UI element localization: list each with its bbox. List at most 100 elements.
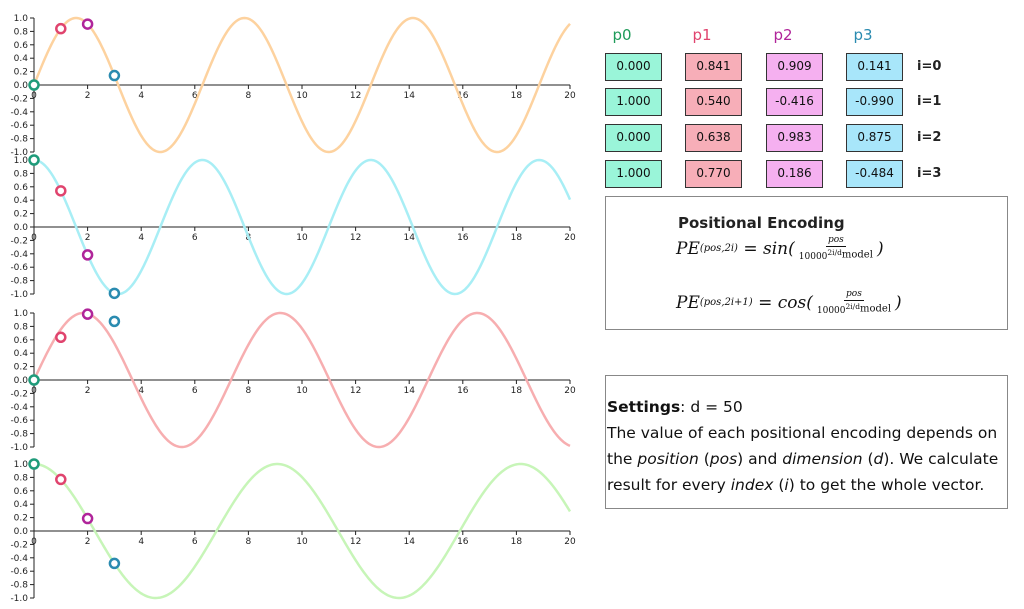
x-tick-label: 14 [403,537,415,547]
x-tick-label: 0 [31,233,37,243]
table-cell: -0.416 [766,88,823,116]
series-line [33,462,572,600]
y-tick-label: -0.2 [10,389,28,399]
table-cell: 0.638 [685,124,742,152]
y-tick-label: -0.2 [10,236,28,246]
y-tick-label: -0.8 [10,430,28,440]
x-tick-label: 16 [457,537,469,547]
table-cell: -0.990 [846,88,903,116]
x-tick-label: 8 [246,91,252,101]
x-tick-label: 8 [246,537,252,547]
table-cell: 0.000 [605,124,662,152]
y-tick-label: -0.4 [10,108,28,118]
header-p2: p2 [773,26,793,44]
settings-text-1: The value of each positional encoding de… [607,424,998,468]
table-cell: 0.770 [685,160,742,188]
y-tick-label: -1.0 [10,443,28,453]
x-tick-label: 4 [138,537,144,547]
series-line [33,158,572,296]
x-tick-label: 18 [511,386,523,396]
x-tick-label: 0 [31,386,37,396]
series-line [32,311,571,449]
y-tick-label: -1.0 [10,290,28,300]
row-label: i=1 [917,94,942,109]
y-tick-label: -0.6 [10,567,28,577]
table-cell: 1.000 [605,160,662,188]
x-tick-label: 18 [511,91,523,101]
eq2-fn: = cos( [758,292,813,313]
cos-formula: PE (pos,2i+1) = cos( pos 100002i/dmodel ) [676,289,902,316]
y-tick-label: 0.2 [14,210,28,220]
x-tick-label: 16 [457,233,469,243]
x-tick-label: 20 [564,91,576,101]
eq2-exp: 2i/d [845,302,861,311]
sin-formula: PE (pos,2i) = sin( pos 100002i/dmodel ) [676,235,884,262]
x-tick-label: 14 [403,91,415,101]
table-cell: 0.141 [846,53,903,81]
y-tick-label: 0.4 [14,54,29,64]
data-point [55,185,67,197]
x-tick-label: 6 [192,537,198,547]
y-tick-label: 0.8 [14,27,29,37]
settings-paren: ( [862,450,874,468]
eq2-denominator: 100002i/dmodel [815,301,893,316]
x-tick-label: 10 [296,386,308,396]
positional-encoding-plots: 1.0 0.8 0.6 0.4 0.2 0.0 -0.2 -0.4 -0.6 -0.8 -1.0 0 2… [10,14,576,604]
x-tick-label: 4 [138,233,144,243]
x-tick-label: 18 [511,537,523,547]
y-tick-label: -0.4 [10,250,28,260]
eq1-fn: = sin( [743,238,795,259]
eq1-sub: (pos,2i) [699,243,738,254]
settings-text-3: ) to get the whole vector. [788,476,985,494]
table-cell: 0.909 [766,53,823,81]
y-tick-label: -0.6 [10,121,28,131]
y-tick-label: 1.0 [14,156,29,166]
x-tick-label: 12 [350,233,361,243]
y-tick-label: -0.6 [10,263,28,273]
data-point [28,154,40,166]
settings-text-2: ). We calculate result for every [607,450,999,494]
eq2-sub: (pos,2i+1) [699,297,753,308]
table-cell: 0.000 [605,53,662,81]
y-tick-label: -1.0 [10,594,28,604]
x-tick-label: 4 [138,91,144,101]
y-tick-label: 0.0 [14,527,29,537]
y-tick-label: -1.0 [10,148,28,158]
x-tick-label: 10 [296,233,308,243]
eq1-exp: 2i/d [827,248,842,257]
settings-index: index [730,476,774,494]
x-tick-label: 14 [403,386,415,396]
y-tick-label: -0.8 [10,277,28,287]
settings-i: i [784,476,789,494]
x-tick-label: 8 [246,386,252,396]
data-point [28,374,40,386]
y-tick-label: 0.0 [14,223,29,233]
data-point [81,249,94,261]
x-tick-label: 6 [192,233,198,243]
eq2-den-base: 10000 [816,306,846,316]
settings-paren: ) and [737,450,783,468]
y-tick-label: 0.6 [14,183,29,193]
settings-text: Settings: d = 50 The value of each positi… [607,394,1005,498]
table-cell: 1.000 [605,88,662,116]
x-tick-label: 4 [138,386,144,396]
header-p0: p0 [612,26,632,44]
y-tick-label: -0.8 [10,581,28,591]
y-tick-label: 0.6 [14,41,29,51]
y-tick-label: 0.0 [14,376,29,386]
row-label: i=0 [917,59,942,74]
data-point [28,79,40,91]
y-tick-label: -0.6 [10,416,28,426]
y-tick-label: 0.6 [14,336,29,346]
y-tick-label: 0.2 [14,514,28,524]
x-tick-label: 6 [192,91,198,101]
settings-d: d [873,450,884,468]
data-point [108,69,121,82]
x-tick-label: 2 [85,386,91,396]
data-point [81,512,94,525]
table-cell: 0.875 [846,124,903,152]
y-tick-label: 0.4 [14,349,29,359]
y-tick-label: 0.8 [14,473,29,483]
x-tick-label: 16 [457,386,469,396]
table-cell: 0.540 [685,88,742,116]
